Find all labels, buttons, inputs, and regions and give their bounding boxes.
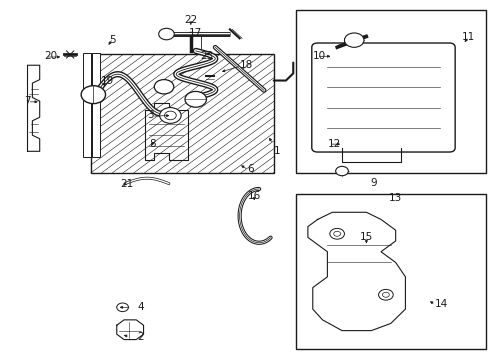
Bar — [295, 194, 485, 348]
Text: 11: 11 — [461, 32, 474, 41]
Circle shape — [382, 292, 388, 297]
Bar — [91, 54, 273, 173]
Text: 1: 1 — [273, 146, 280, 156]
Circle shape — [333, 231, 340, 236]
FancyBboxPatch shape — [311, 43, 454, 152]
Text: 15: 15 — [359, 232, 372, 242]
Text: 16: 16 — [247, 191, 260, 201]
Text: 3: 3 — [147, 111, 153, 121]
Text: 2: 2 — [137, 332, 143, 342]
Text: 8: 8 — [149, 139, 156, 149]
Circle shape — [117, 303, 128, 312]
Text: 7: 7 — [24, 96, 31, 106]
Text: 18: 18 — [239, 60, 252, 70]
Circle shape — [158, 28, 174, 40]
Bar — [82, 53, 91, 157]
Circle shape — [329, 228, 344, 239]
Circle shape — [184, 91, 206, 107]
Text: 17: 17 — [189, 28, 202, 38]
Bar — [92, 53, 100, 157]
Text: 23: 23 — [200, 51, 213, 61]
Text: 14: 14 — [434, 299, 447, 309]
Text: 20: 20 — [44, 51, 58, 61]
Text: 19: 19 — [101, 76, 114, 86]
Bar — [295, 10, 485, 173]
Circle shape — [159, 108, 181, 123]
Text: 5: 5 — [109, 35, 116, 45]
Circle shape — [154, 80, 173, 94]
Text: 21: 21 — [120, 179, 133, 189]
Circle shape — [335, 166, 347, 176]
Text: 12: 12 — [327, 139, 340, 149]
Text: 4: 4 — [137, 302, 143, 312]
Text: 6: 6 — [246, 164, 253, 174]
Circle shape — [81, 86, 105, 104]
Circle shape — [164, 111, 176, 120]
Text: 13: 13 — [388, 193, 402, 203]
Text: 10: 10 — [312, 51, 325, 61]
Text: 9: 9 — [369, 178, 376, 188]
Circle shape — [344, 33, 363, 47]
Circle shape — [378, 289, 392, 300]
Text: 22: 22 — [184, 15, 197, 26]
